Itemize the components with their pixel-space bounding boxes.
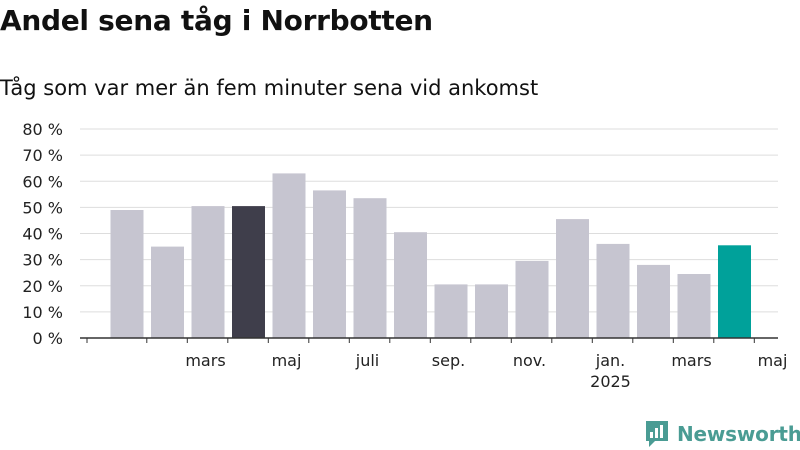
bar (110, 210, 144, 338)
gridlines (80, 128, 778, 313)
chart-subtitle: Tåg som var mer än fem minuter sena vid … (0, 76, 539, 100)
y-tick-label: 0 % (33, 329, 63, 348)
chart-title: Andel sena tåg i Norrbotten (0, 4, 433, 37)
bar (394, 232, 427, 338)
bar (556, 219, 589, 338)
x-tick-label: maj (758, 351, 788, 370)
y-axis-ticks: 0 % 10 % 20 % 30 % 40 % 50 % 60 % 70 % 80 % (22, 120, 63, 348)
bar (434, 284, 468, 338)
newsworthy-logo-text: Newsworthy (677, 422, 800, 446)
y-tick-label: 80 % (22, 120, 63, 139)
x-tick-label: mars (671, 351, 711, 370)
x-tick-label: jan. (595, 351, 625, 370)
bar (313, 190, 346, 338)
x-tick-label: juli (355, 351, 379, 370)
y-tick-label: 40 % (22, 225, 63, 244)
y-tick-label: 50 % (22, 198, 63, 217)
bar (353, 198, 387, 338)
bar (232, 206, 265, 338)
x-tick-label: nov. (513, 351, 546, 370)
x-tick-label: sep. (432, 351, 465, 370)
y-tick-label: 30 % (22, 251, 63, 270)
bar (475, 284, 508, 338)
bars (110, 173, 751, 338)
newsworthy-logo: Newsworthy (644, 419, 800, 449)
bar (718, 245, 751, 338)
bar (515, 260, 549, 338)
bar (272, 173, 306, 338)
y-tick-label: 20 % (22, 277, 63, 296)
y-tick-label: 60 % (22, 172, 63, 191)
bar (596, 243, 630, 338)
bar (151, 246, 184, 338)
x-axis-ticks: mars maj juli sep. nov. jan. 2025 mars maj (185, 351, 787, 391)
x-tick-label: maj (272, 351, 302, 370)
x-tick-label: mars (185, 351, 225, 370)
x-tick-sublabel: 2025 (590, 372, 631, 391)
bar (677, 274, 711, 338)
x-axis (80, 337, 778, 343)
bar (637, 264, 670, 338)
y-tick-label: 70 % (22, 146, 63, 165)
y-tick-label: 10 % (22, 303, 63, 322)
newsworthy-logo-icon (646, 421, 668, 447)
bar (191, 206, 225, 338)
